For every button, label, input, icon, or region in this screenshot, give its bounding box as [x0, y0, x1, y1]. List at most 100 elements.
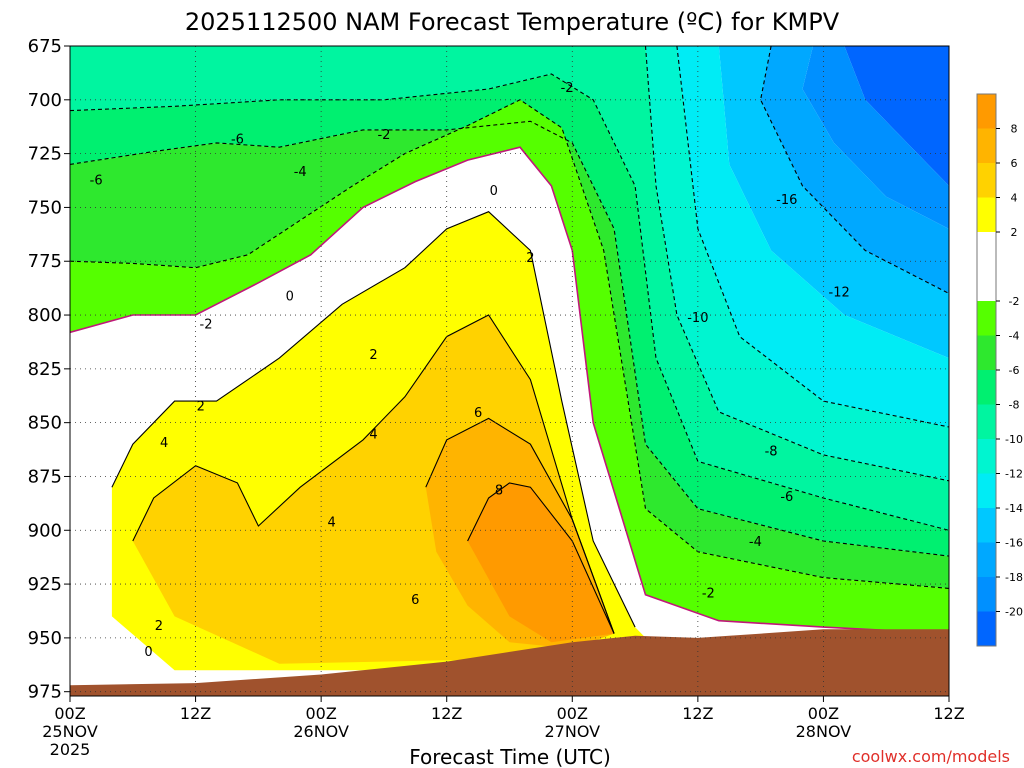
temperature-contours [70, 46, 949, 635]
colorbar-tick-label: -12 [1005, 468, 1023, 481]
y-tick-label: 775 [28, 251, 62, 272]
colorbar-band [977, 542, 996, 577]
colorbar-band [977, 197, 996, 232]
colorbar-tick-label: -20 [1005, 606, 1023, 619]
contour-label: -2 [377, 128, 390, 143]
colorbar-band [977, 370, 996, 405]
colorbar-tick-label: -14 [1005, 502, 1023, 515]
y-tick-label: 900 [28, 520, 62, 541]
contour-label: -6 [90, 173, 103, 188]
x-tick-label: 00Z [305, 704, 336, 723]
region-band-minus14 [718, 46, 949, 359]
colorbar-band [977, 611, 996, 646]
x-tick-label: 26NOV [293, 722, 349, 741]
region-band-minus18 [802, 46, 949, 229]
colorbar-band [977, 232, 996, 301]
colorbar-tick-label: 4 [1011, 192, 1018, 205]
contour-label: -10 [687, 311, 708, 326]
contour-label: 0 [286, 290, 294, 305]
contour-label: 2 [526, 251, 534, 266]
plot-frame [69, 45, 950, 697]
x-tick-label: 12Z [180, 704, 211, 723]
contour-line--12 [676, 46, 949, 428]
x-tick-label: 25NOV [42, 722, 98, 741]
y-tick-label: 750 [28, 197, 62, 218]
y-tick-label: 700 [28, 90, 62, 111]
x-tick-label: 27NOV [544, 722, 600, 741]
y-tick-label: 850 [28, 413, 62, 434]
colorbar-tick-label: -4 [1009, 330, 1020, 343]
chart-title: 2025112500 NAM Forecast Temperature (ºC)… [185, 8, 840, 36]
y-tick-label: 950 [28, 628, 62, 649]
y-tick-label: 975 [28, 682, 62, 703]
contour-line--4 [70, 120, 949, 557]
region-band-minus6 [70, 74, 949, 557]
colorbar: 8 6 4 2 -2 -4 -6 -8 -10 -12 -14 -16 -18 -20 [976, 93, 1023, 647]
region-cold-upper-right [844, 46, 949, 186]
contour-line-2 [111, 211, 636, 628]
colorbar-band [977, 128, 996, 163]
colorbar-tick-label: 2 [1011, 226, 1018, 239]
contour-label: -6 [231, 133, 244, 148]
colorbar-band [977, 473, 996, 508]
colorbar-tick-label: -10 [1005, 433, 1023, 446]
temperature-fills [70, 46, 949, 696]
terrain-fill [70, 629, 949, 696]
x-tick-label: 2025 [50, 740, 91, 759]
region-band-minus16 [760, 46, 949, 294]
contour-label: -2 [561, 81, 574, 96]
x-tick-label: 28NOV [796, 722, 852, 741]
x-tick-label: 12Z [431, 704, 462, 723]
colorbar-tick-label: -6 [1009, 364, 1020, 377]
colorbar-band [977, 404, 996, 439]
region-band-minus8 [70, 46, 949, 531]
contour-label: -4 [294, 165, 307, 180]
contour-line--2 [70, 99, 949, 589]
contour-line-6 [425, 417, 615, 634]
contour-line-4 [132, 314, 615, 634]
colorbar-band [977, 163, 996, 198]
terrain-layer [70, 629, 949, 696]
y-tick-label: 825 [28, 359, 62, 380]
colorbar-tick-label: 8 [1011, 123, 1018, 136]
y-tick-label: 925 [28, 574, 62, 595]
region-band-minus12 [676, 46, 949, 427]
contour-line-0 [70, 146, 949, 635]
colorbar-band [977, 577, 996, 612]
y-tick-label: 875 [28, 466, 62, 487]
colorbar-band [977, 508, 996, 543]
colorbar-band [977, 439, 996, 474]
contour-label: 2 [155, 619, 163, 634]
contour-label: 4 [327, 516, 335, 531]
region-band-minus10 [645, 46, 949, 481]
contour-line--10 [644, 46, 949, 482]
x-tick-label: 00Z [808, 704, 839, 723]
colorbar-tick-label: -8 [1009, 399, 1020, 412]
contour-label: -2 [200, 318, 213, 333]
contour-label: 4 [369, 427, 377, 442]
colorbar-tick-label: -16 [1005, 537, 1023, 550]
y-tick-label: 725 [28, 144, 62, 165]
y-tick-label: 800 [28, 305, 62, 326]
contour-label: -6 [780, 490, 793, 505]
contour-label: -2 [702, 587, 715, 602]
x-tick-label: 12Z [933, 704, 964, 723]
region-band-minus2 [70, 99, 949, 634]
y-axis: 675 700 725 750 775 800 825 850 875 900 925 950 975 [28, 36, 70, 703]
colorbar-band [977, 335, 996, 370]
contour-label: 0 [144, 645, 152, 660]
colorbar-band [977, 301, 996, 336]
contour-label: 0 [490, 184, 498, 199]
contour-label: 2 [197, 399, 205, 414]
contour-label: 6 [474, 406, 482, 421]
colorbar-tick-label: -18 [1005, 571, 1023, 584]
region-band-minus4 [70, 99, 949, 589]
contour-label: 6 [411, 593, 419, 608]
colorbar-tick-label: 6 [1011, 157, 1018, 170]
credit-text: coolwx.com/models [852, 747, 1010, 766]
x-axis-label: Forecast Time (UTC) [409, 745, 611, 768]
contour-label: -4 [749, 535, 762, 550]
